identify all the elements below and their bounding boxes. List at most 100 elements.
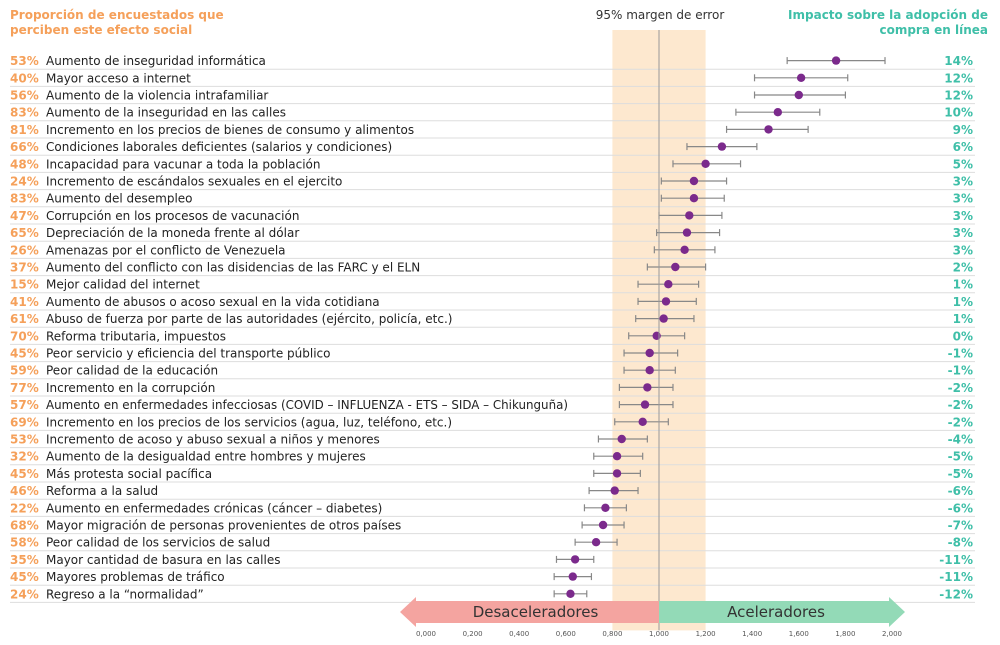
row-impact: 1% bbox=[953, 278, 973, 292]
estimate-point bbox=[661, 297, 671, 306]
estimate-point bbox=[764, 125, 773, 134]
row-impact: 2% bbox=[953, 261, 973, 275]
row-percent: 22% bbox=[10, 501, 39, 515]
row-impact: 0% bbox=[953, 329, 973, 343]
row-percent: 56% bbox=[10, 89, 39, 103]
estimate-point bbox=[794, 90, 803, 100]
row-impact: -2% bbox=[948, 415, 973, 429]
row-impact: 5% bbox=[953, 157, 973, 171]
estimate-point bbox=[671, 262, 680, 272]
row-label: Reforma a la salud bbox=[46, 484, 158, 498]
row-percent: 41% bbox=[10, 295, 39, 309]
row-percent: 32% bbox=[10, 450, 39, 464]
row-label: Corrupción en los procesos de vacunación bbox=[46, 209, 299, 223]
row-label: Incremento en los precios de bienes de c… bbox=[46, 123, 414, 137]
row-impact: -12% bbox=[939, 587, 973, 601]
row-percent: 65% bbox=[10, 226, 39, 240]
x-tick-label: 0,400 bbox=[509, 630, 529, 638]
row-impact: 3% bbox=[953, 226, 973, 240]
row-percent: 61% bbox=[10, 312, 39, 326]
row-label: Regreso a la “normalidad” bbox=[46, 587, 204, 601]
row-percent: 37% bbox=[10, 261, 39, 275]
row-percent: 53% bbox=[10, 433, 39, 447]
estimate-point bbox=[612, 452, 622, 461]
estimate-point bbox=[685, 211, 694, 220]
row-percent: 83% bbox=[10, 192, 39, 206]
row-label: Mayores problemas de tráfico bbox=[46, 570, 225, 584]
right-header-title: Impacto sobre la adopción de compra en l… bbox=[788, 8, 988, 37]
estimate-point bbox=[570, 555, 580, 564]
x-tick-label: 0,200 bbox=[463, 630, 483, 638]
estimate-point bbox=[643, 383, 652, 392]
row-impact: 3% bbox=[953, 243, 973, 257]
row-label: Aumento de la desigualdad entre hombres … bbox=[46, 450, 366, 464]
row-impact: -11% bbox=[939, 570, 973, 584]
row-label: Incremento de escándalos sexuales en el … bbox=[46, 175, 342, 189]
estimate-point bbox=[831, 56, 841, 65]
row-impact: -7% bbox=[948, 519, 973, 533]
row-label: Incremento en la corrupción bbox=[46, 381, 215, 395]
row-percent: 53% bbox=[10, 54, 39, 68]
row-label: Peor calidad de los servicios de salud bbox=[46, 536, 270, 550]
row-impact: 12% bbox=[944, 89, 973, 103]
row-impact: 14% bbox=[944, 54, 973, 68]
x-tick-label: 1,000 bbox=[649, 630, 669, 638]
row-label: Amenazas por el conflicto de Venezuela bbox=[46, 243, 286, 257]
row-impact: -1% bbox=[948, 364, 973, 378]
row-label: Aumento de la inseguridad en las calles bbox=[46, 106, 286, 120]
row-percent: 68% bbox=[10, 519, 39, 533]
row-percent: 24% bbox=[10, 175, 39, 189]
row-label: Aumento de inseguridad informática bbox=[46, 54, 266, 68]
row-impact: 3% bbox=[953, 175, 973, 189]
estimate-point bbox=[591, 538, 601, 547]
decelerator-label: Desaceleradores bbox=[473, 603, 599, 621]
row-impact: -4% bbox=[948, 433, 973, 447]
row-percent: 40% bbox=[10, 71, 39, 85]
row-impact: 1% bbox=[953, 312, 973, 326]
estimate-point bbox=[617, 434, 626, 444]
row-percent: 66% bbox=[10, 140, 39, 154]
estimate-point bbox=[566, 589, 575, 598]
row-label: Aumento del desempleo bbox=[46, 192, 193, 206]
row-label: Depreciación de la moneda frente al dóla… bbox=[46, 226, 299, 240]
row-percent: 26% bbox=[10, 243, 39, 257]
estimate-point bbox=[612, 469, 622, 478]
row-label: Mayor acceso a internet bbox=[46, 71, 191, 85]
row-percent: 81% bbox=[10, 123, 39, 137]
row-percent: 47% bbox=[10, 209, 39, 223]
row-percent: 24% bbox=[10, 587, 39, 601]
row-impact: -1% bbox=[948, 347, 973, 361]
row-percent: 59% bbox=[10, 364, 39, 378]
row-impact: 3% bbox=[953, 192, 973, 206]
estimate-point bbox=[645, 366, 654, 375]
row-impact: 12% bbox=[944, 71, 973, 85]
x-tick-label: 0,600 bbox=[556, 630, 576, 638]
row-label: Peor calidad de la educación bbox=[46, 364, 218, 378]
row-impact: 3% bbox=[953, 209, 973, 223]
estimate-point bbox=[610, 486, 619, 495]
row-label: Aumento de la violencia intrafamiliar bbox=[46, 89, 268, 103]
estimate-point bbox=[638, 417, 647, 426]
row-label: Mayor cantidad de basura en las calles bbox=[46, 553, 280, 567]
estimate-point bbox=[773, 108, 783, 117]
x-tick-label: 1,200 bbox=[696, 630, 716, 638]
row-percent: 83% bbox=[10, 106, 39, 120]
row-percent: 45% bbox=[10, 347, 39, 361]
row-label: Incapacidad para vacunar a toda la pobla… bbox=[46, 157, 320, 171]
accelerator-label: Aceleradores bbox=[727, 603, 825, 621]
ci-band-label: 95% margen de error bbox=[595, 8, 725, 22]
row-label: Abuso de fuerza por parte de las autorid… bbox=[46, 312, 452, 326]
row-label: Incremento de acoso y abuso sexual a niñ… bbox=[46, 433, 380, 447]
row-percent: 35% bbox=[10, 553, 39, 567]
row-impact: -5% bbox=[948, 467, 973, 481]
row-impact: 6% bbox=[953, 140, 973, 154]
estimate-point bbox=[701, 159, 710, 168]
row-label: Mayor migración de personas provenientes… bbox=[46, 519, 401, 533]
x-tick-label: 1,600 bbox=[789, 630, 809, 638]
row-label: Condiciones laborales deficientes (salar… bbox=[46, 140, 392, 154]
estimate-point bbox=[689, 176, 699, 186]
estimate-point bbox=[796, 73, 806, 83]
row-percent: 58% bbox=[10, 536, 39, 550]
row-percent: 48% bbox=[10, 157, 39, 171]
row-percent: 46% bbox=[10, 484, 39, 498]
